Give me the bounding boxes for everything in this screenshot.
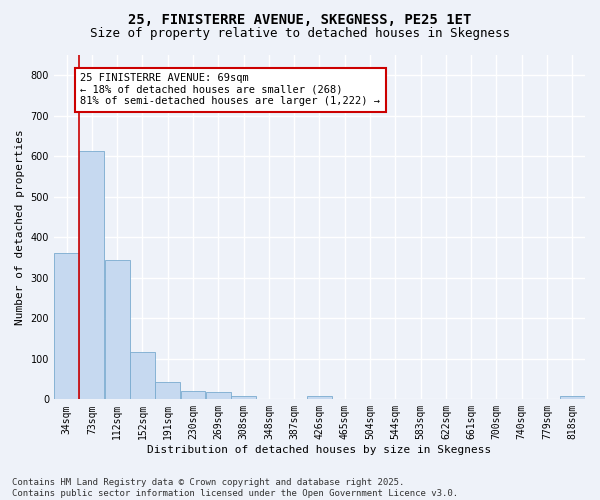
Y-axis label: Number of detached properties: Number of detached properties [15, 130, 25, 325]
Text: Contains HM Land Registry data © Crown copyright and database right 2025.
Contai: Contains HM Land Registry data © Crown c… [12, 478, 458, 498]
Bar [79, 152, 104, 400]
Bar [231, 396, 256, 400]
Bar [307, 396, 332, 400]
Text: Size of property relative to detached houses in Skegness: Size of property relative to detached ho… [90, 28, 510, 40]
Bar [105, 260, 130, 400]
Bar [54, 254, 79, 400]
Text: 25, FINISTERRE AVENUE, SKEGNESS, PE25 1ET: 25, FINISTERRE AVENUE, SKEGNESS, PE25 1E… [128, 12, 472, 26]
Text: 25 FINISTERRE AVENUE: 69sqm
← 18% of detached houses are smaller (268)
81% of se: 25 FINISTERRE AVENUE: 69sqm ← 18% of det… [80, 73, 380, 106]
X-axis label: Distribution of detached houses by size in Skegness: Distribution of detached houses by size … [148, 445, 491, 455]
Bar [181, 391, 205, 400]
Bar [155, 382, 180, 400]
Bar [130, 352, 155, 400]
Bar [206, 392, 230, 400]
Bar [560, 396, 585, 400]
